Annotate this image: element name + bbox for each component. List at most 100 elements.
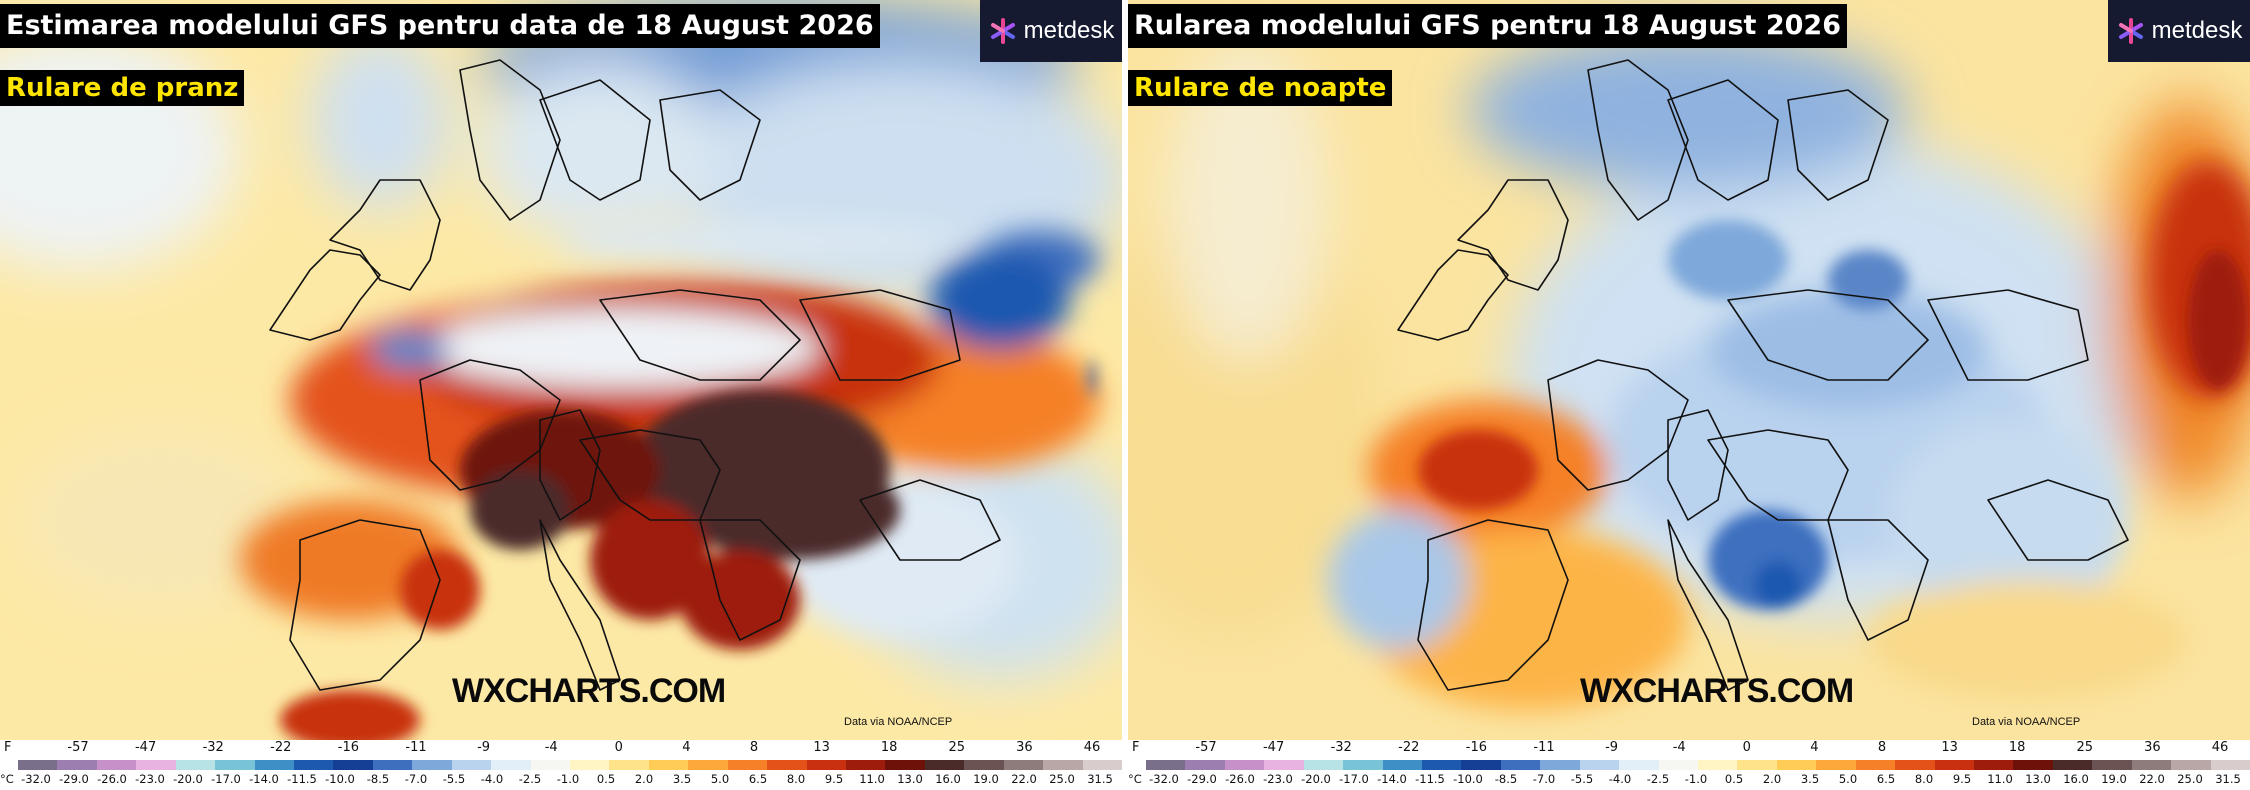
legend-c-tick: -17.0 xyxy=(1339,772,1369,786)
legend-color-swatch xyxy=(570,760,610,770)
legend-color-swatch xyxy=(2210,760,2250,770)
legend-c-tick: -2.5 xyxy=(518,772,542,786)
legend-c-tick: 3.5 xyxy=(1800,772,1820,786)
legend-c-tick: 25.0 xyxy=(2177,772,2203,786)
legend-c-tick: -26.0 xyxy=(97,772,127,786)
legend-c-tick: -20.0 xyxy=(173,772,203,786)
legend-c-unit: °C xyxy=(0,772,14,786)
legend-f-tick: 46 xyxy=(1083,740,1101,755)
legend-color-bar xyxy=(18,760,1122,770)
legend-color-swatch xyxy=(18,760,58,770)
legend-color-swatch xyxy=(372,760,413,770)
legend-f-tick: 13 xyxy=(1941,740,1958,755)
panel-title: Estimarea modelului GFS pentru data de 1… xyxy=(0,4,880,48)
legend-c-tick: -7.0 xyxy=(1532,772,1556,786)
legend-f-tick: 18 xyxy=(880,740,898,755)
legend-c-tick: 2.0 xyxy=(1762,772,1782,786)
legend-color-swatch xyxy=(1855,760,1896,770)
metdesk-logo-icon xyxy=(2118,18,2143,44)
legend-c-tick: -11.5 xyxy=(287,772,317,786)
legend-f-tick: -57 xyxy=(67,740,89,755)
legend-c-tick: 5.0 xyxy=(1838,772,1858,786)
legend-color-swatch xyxy=(57,760,98,770)
legend-f-tick: -47 xyxy=(1262,740,1285,755)
legend-color-swatch xyxy=(806,760,847,770)
legend-c-tick: 6.5 xyxy=(1876,772,1896,786)
legend-c-tick: -4.0 xyxy=(480,772,504,786)
legend-color-swatch xyxy=(451,760,492,770)
legend-color-swatch xyxy=(1382,760,1423,770)
legend-color-swatch xyxy=(767,760,808,770)
metdesk-logo-icon xyxy=(990,18,1015,44)
legend-color-swatch xyxy=(1658,760,1699,770)
legend-color-swatch xyxy=(1579,760,1620,770)
legend-c-tick: -29.0 xyxy=(1187,772,1217,786)
legend-color-swatch xyxy=(2171,760,2212,770)
legend-color-swatch xyxy=(1303,760,1344,770)
temperature-legend: F -57 -47 -32 -22 -16 -11 -9 -4 0 4 8 13 18 25 36 46 °C… xyxy=(0,740,1122,790)
legend-color-swatch xyxy=(1776,760,1817,770)
legend-f-tick: 4 xyxy=(682,740,691,755)
legend-color-swatch xyxy=(688,760,729,770)
legend-c-tick: 31.5 xyxy=(2215,772,2241,786)
wxcharts-watermark: WXCHARTS.COM xyxy=(1580,672,1854,710)
legend-color-swatch xyxy=(1343,760,1384,770)
legend-c-tick: 8.0 xyxy=(1914,772,1934,786)
legend-f-tick: -9 xyxy=(477,740,491,755)
metdesk-logo-text: metdesk xyxy=(2151,17,2243,44)
legend-c-unit: °C xyxy=(1128,772,1142,786)
legend-c-tick: 8.0 xyxy=(786,772,806,786)
legend-color-swatch xyxy=(2092,760,2133,770)
legend-f-tick: -22 xyxy=(270,740,292,755)
legend-f-tick: -4 xyxy=(1672,740,1686,755)
legend-f-tick: -47 xyxy=(134,740,157,755)
panel-title: Rularea modelului GFS pentru 18 August 2… xyxy=(1128,4,1847,48)
forecast-panel-night-run: Rularea modelului GFS pentru 18 August 2… xyxy=(1128,0,2250,790)
legend-c-tick: -1.0 xyxy=(1684,772,1708,786)
legend-c-tick: 19.0 xyxy=(2101,772,2127,786)
legend-fahrenheit-row: F -57 -47 -32 -22 -16 -11 -9 -4 0 4 8 13 18 25 36 46 xyxy=(0,740,1122,758)
legend-c-tick: 31.5 xyxy=(1087,772,1113,786)
legend-color-swatch xyxy=(2013,760,2054,770)
legend-c-tick: 9.5 xyxy=(1952,772,1972,786)
legend-f-unit: F xyxy=(1132,740,1140,755)
legend-color-swatch xyxy=(412,760,453,770)
legend-color-swatch xyxy=(846,760,886,770)
legend-color-swatch xyxy=(1500,760,1541,770)
metdesk-logo: metdesk xyxy=(2108,0,2250,62)
legend-c-tick: -1.0 xyxy=(556,772,580,786)
legend-f-tick: 36 xyxy=(2144,740,2161,755)
legend-color-swatch xyxy=(491,760,532,770)
legend-f-tick: 36 xyxy=(1016,740,1033,755)
legend-c-tick: 13.0 xyxy=(897,772,923,786)
legend-color-swatch xyxy=(2052,760,2093,770)
legend-f-tick: -22 xyxy=(1398,740,1420,755)
legend-c-tick: 5.0 xyxy=(710,772,730,786)
legend-color-swatch xyxy=(609,760,650,770)
metdesk-logo-text: metdesk xyxy=(1023,17,1115,44)
legend-c-tick: -8.5 xyxy=(366,772,390,786)
legend-c-tick: -2.5 xyxy=(1646,772,1670,786)
legend-f-tick: 0 xyxy=(614,740,623,755)
legend-color-swatch xyxy=(1816,760,1857,770)
temperature-legend: F -57 -47 -32 -22 -16 -11 -9 -4 0 4 8 13 18 25 36 46 °C… xyxy=(1128,740,2250,790)
legend-f-tick: -32 xyxy=(202,740,224,755)
legend-c-tick: 3.5 xyxy=(672,772,692,786)
legend-f-tick: 8 xyxy=(749,740,759,755)
legend-c-tick: -26.0 xyxy=(1225,772,1255,786)
legend-f-tick: 8 xyxy=(1877,740,1887,755)
legend-c-tick: 16.0 xyxy=(2063,772,2089,786)
legend-color-swatch xyxy=(96,760,137,770)
legend-c-tick: 9.5 xyxy=(824,772,844,786)
run-label: Rulare de pranz xyxy=(0,70,245,106)
legend-color-swatch xyxy=(1082,760,1122,770)
temperature-anomaly-map xyxy=(1128,0,2250,740)
legend-color-swatch xyxy=(964,760,1005,770)
legend-f-tick: -9 xyxy=(1605,740,1619,755)
legend-c-tick: 25.0 xyxy=(1049,772,1075,786)
legend-c-tick: 16.0 xyxy=(935,772,961,786)
legend-f-tick: -11 xyxy=(405,740,427,755)
legend-color-swatch xyxy=(1264,760,1305,770)
legend-c-tick: -7.0 xyxy=(404,772,428,786)
legend-f-tick: 46 xyxy=(2211,740,2229,755)
